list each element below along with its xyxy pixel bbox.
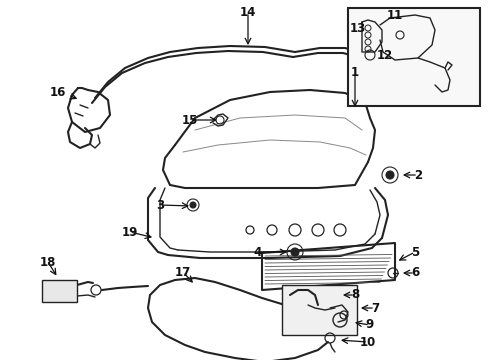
Text: 17: 17 <box>175 266 191 279</box>
Bar <box>282 285 357 335</box>
Text: 1: 1 <box>351 66 359 78</box>
Circle shape <box>386 171 394 179</box>
Text: 13: 13 <box>350 22 366 35</box>
Text: 8: 8 <box>351 288 359 302</box>
Text: 19: 19 <box>122 225 138 239</box>
Text: 5: 5 <box>411 246 419 258</box>
Text: 16: 16 <box>50 86 66 99</box>
Text: 3: 3 <box>156 198 164 212</box>
Text: 9: 9 <box>366 319 374 332</box>
Text: 11: 11 <box>387 9 403 22</box>
Text: 10: 10 <box>360 336 376 348</box>
Circle shape <box>291 248 299 256</box>
Text: 18: 18 <box>40 256 56 269</box>
Bar <box>42 280 77 302</box>
Text: 7: 7 <box>371 302 379 315</box>
Text: 14: 14 <box>240 5 256 18</box>
Circle shape <box>190 202 196 208</box>
Text: 4: 4 <box>254 246 262 258</box>
Text: 6: 6 <box>411 266 419 279</box>
Text: 12: 12 <box>377 49 393 62</box>
Text: 15: 15 <box>182 113 198 126</box>
Text: 2: 2 <box>414 168 422 181</box>
Bar <box>348 8 480 106</box>
